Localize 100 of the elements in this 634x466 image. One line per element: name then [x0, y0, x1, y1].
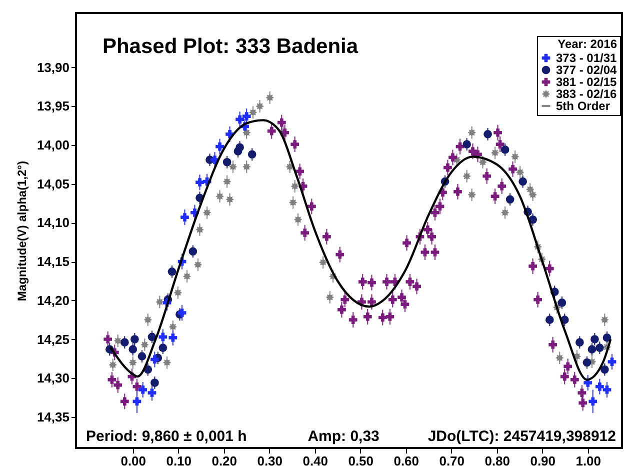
point — [216, 142, 224, 151]
legend-title: Year: 2016 — [558, 37, 618, 51]
point — [196, 178, 204, 187]
point — [138, 386, 148, 394]
point — [174, 288, 182, 297]
point — [318, 258, 328, 267]
point — [168, 267, 176, 276]
x-tick-label: 0.90 — [530, 454, 556, 466]
point — [596, 382, 604, 391]
point — [248, 150, 256, 159]
point — [290, 182, 300, 190]
point — [222, 158, 232, 166]
x-tick-label: 0.20 — [212, 454, 238, 466]
x-tick-label: 0.30 — [257, 454, 283, 466]
point — [128, 345, 138, 354]
point — [608, 358, 616, 366]
y-tick-label: 14,05 — [36, 176, 70, 192]
point — [180, 213, 189, 222]
point — [242, 128, 251, 137]
point — [130, 335, 139, 344]
point — [242, 112, 251, 120]
point — [602, 386, 612, 394]
text: Phased Plot: 333 Badenia — [102, 35, 358, 58]
point — [150, 355, 159, 364]
x-tick-label: 0.60 — [394, 454, 420, 466]
point — [222, 177, 232, 186]
point — [202, 208, 212, 217]
point — [266, 93, 274, 102]
legend-label: 383 - 02/16 — [556, 87, 618, 101]
point — [294, 215, 302, 224]
point — [128, 358, 138, 367]
x-tick-label: 0.80 — [484, 454, 510, 466]
point — [590, 335, 599, 344]
x-tick-label: 0.40 — [302, 454, 328, 466]
point — [516, 168, 524, 176]
point — [168, 322, 178, 332]
point — [148, 388, 156, 398]
point — [588, 397, 598, 406]
point — [114, 336, 122, 345]
y-tick-label: 13,95 — [36, 98, 70, 114]
legend-label: 5th Order — [556, 99, 610, 113]
x-tick-label: 0.00 — [120, 454, 146, 466]
point — [326, 293, 334, 302]
point — [138, 352, 146, 361]
point — [468, 128, 476, 137]
point — [582, 358, 592, 367]
point — [194, 260, 202, 269]
point — [576, 338, 584, 347]
point — [510, 152, 520, 161]
point — [600, 316, 609, 324]
point — [132, 397, 142, 406]
point — [188, 247, 198, 256]
point — [596, 344, 604, 352]
point — [196, 226, 204, 234]
x-tick-label: 0.50 — [348, 454, 374, 466]
point — [158, 332, 168, 342]
y-tick-label: 14,25 — [36, 332, 70, 347]
x-tick-label: 0.10 — [166, 454, 192, 466]
point — [506, 195, 514, 204]
point — [490, 148, 500, 158]
point — [468, 190, 476, 199]
annotation: Amp: 0,33 — [308, 428, 380, 445]
point — [228, 162, 238, 171]
point — [555, 354, 564, 362]
point — [462, 140, 472, 148]
legend-label: 381 - 02/15 — [556, 75, 618, 89]
point — [518, 177, 527, 186]
y-tick-label: 14,00 — [36, 138, 70, 153]
point — [144, 316, 152, 324]
annotation: Period: 9,860 ± 0,001 h — [86, 428, 247, 445]
y-tick-label: 14,35 — [36, 409, 70, 424]
point — [236, 115, 244, 124]
y-axis-title: Magnitude(V) alpha(1,2°) — [14, 160, 29, 302]
point — [168, 334, 178, 342]
point — [156, 298, 164, 306]
point — [148, 332, 156, 342]
point — [528, 190, 538, 199]
legend-label: 373 - 01/31 — [556, 51, 618, 65]
point — [462, 172, 472, 180]
point — [242, 162, 251, 171]
point — [602, 334, 612, 342]
point — [120, 338, 129, 347]
point — [526, 185, 534, 194]
point — [140, 340, 149, 349]
point — [588, 345, 596, 354]
annotation: JDo(LTC): 2457419,398912 — [428, 428, 616, 445]
legend-label: 377 - 02/04 — [556, 63, 618, 77]
y-tick-label: 14,10 — [36, 215, 70, 230]
x-tick-label: 1.00 — [576, 454, 602, 466]
point — [158, 344, 168, 352]
point — [600, 365, 609, 374]
y-tick-label: 14,30 — [36, 370, 70, 386]
point — [236, 143, 244, 152]
point — [226, 195, 234, 204]
point — [216, 192, 224, 201]
x-tick-label: 0.70 — [439, 454, 465, 466]
point — [484, 130, 492, 138]
point — [500, 146, 510, 154]
point — [178, 308, 186, 318]
point — [108, 360, 118, 370]
